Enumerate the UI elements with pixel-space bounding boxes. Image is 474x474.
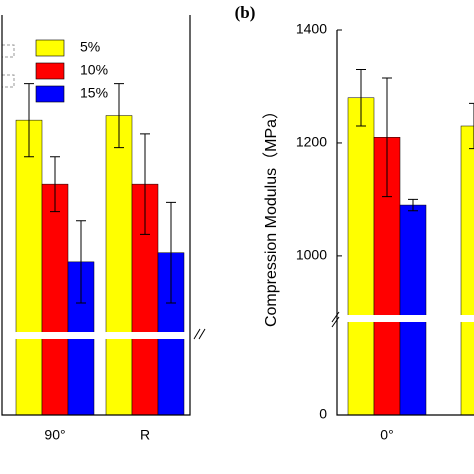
bar: [460, 125, 474, 416]
y-tick-label: 1000: [296, 247, 327, 263]
y-tick-label: 0: [319, 406, 327, 422]
bar: [105, 115, 133, 416]
legend-swatch: [35, 62, 65, 80]
legend-label: 10%: [80, 62, 108, 78]
y-axis-title: Compression Modulus（MPa）: [262, 103, 280, 327]
bar: [347, 97, 375, 416]
y-tick-label: 1200: [296, 134, 327, 150]
y-tick-label: 1400: [296, 21, 327, 37]
axis-break-band: [327, 315, 474, 322]
legend-label: 15%: [80, 85, 108, 101]
panel-label: (b): [235, 3, 256, 22]
error-bar: [408, 198, 418, 212]
error-bar: [382, 77, 392, 198]
x-tick-label: R: [140, 427, 150, 443]
error-bar: [356, 69, 366, 127]
error-bar: [50, 156, 60, 213]
legend-swatch: [35, 85, 65, 103]
axis-break-band: [0, 332, 474, 339]
bar: [15, 119, 43, 416]
break-mark: [193, 328, 206, 340]
x-tick-label: 90°: [44, 427, 65, 443]
error-bar: [166, 201, 176, 304]
cropped-legend-box: [1, 44, 15, 58]
error-bar: [76, 220, 86, 304]
error-bar: [469, 102, 474, 150]
x-tick-label: 0°: [380, 427, 393, 443]
cropped-legend-box: [1, 74, 15, 88]
legend-label: 5%: [80, 39, 100, 55]
frame: [1, 15, 191, 416]
legend-swatch: [35, 39, 65, 57]
break-mark: [331, 311, 340, 328]
bar: [41, 183, 69, 416]
error-bar: [114, 83, 124, 149]
bar: [399, 204, 427, 416]
error-bar: [24, 83, 34, 158]
error-bar: [140, 133, 150, 235]
